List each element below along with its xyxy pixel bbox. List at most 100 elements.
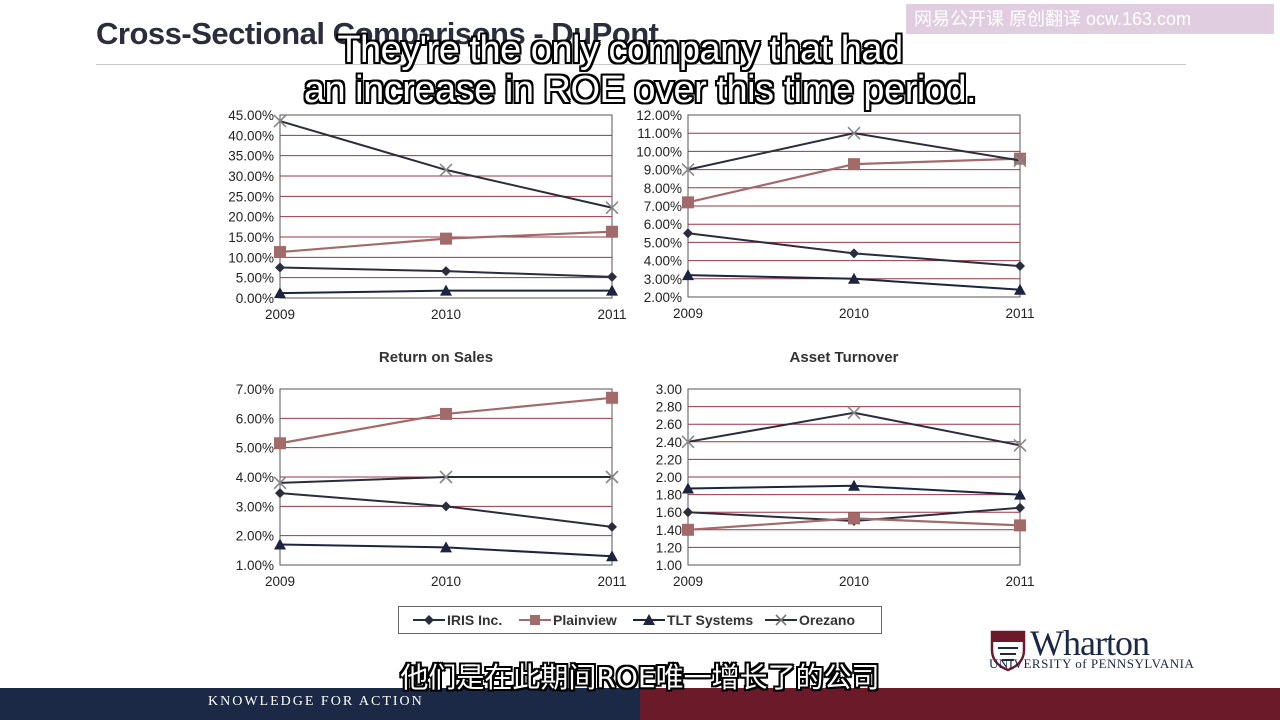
chart-1-xtick-label: 2011 bbox=[597, 307, 626, 322]
chart-1-xtick-label: 2009 bbox=[265, 307, 295, 322]
chart-2-ytick-label: 9.00% bbox=[644, 163, 682, 178]
chart-2-point-orezano-2010 bbox=[847, 126, 861, 140]
chart-1-point-orezano-2011 bbox=[605, 201, 619, 215]
chart-4-ytick-label: 1.00 bbox=[656, 558, 682, 573]
chart-1-ytick-label: 0.00% bbox=[236, 291, 274, 306]
chart-3-point-plainview-2009 bbox=[274, 437, 286, 450]
chart-4-point-orezano-2010 bbox=[847, 406, 861, 420]
chart-2-ytick-label: 11.00% bbox=[637, 126, 682, 141]
chart-2-xtick-label: 2009 bbox=[673, 306, 703, 321]
chart-1-point-plainview-2011 bbox=[606, 225, 618, 238]
chart-1-ytick-label: 25.00% bbox=[228, 189, 274, 204]
chart-1-ytick-label: 35.00% bbox=[228, 149, 274, 164]
chart-1-ytick-label: 20.00% bbox=[228, 210, 274, 225]
chart-4-point-iris-inc-2009 bbox=[683, 507, 693, 518]
chart-2-ytick-label: 5.00% bbox=[644, 235, 682, 250]
chart-4-point-tlt-systems-2010 bbox=[848, 479, 860, 491]
chart-3-ytick-label: 6.00% bbox=[236, 411, 274, 426]
chart-2-point-plainview-2009 bbox=[682, 196, 694, 209]
chart-4-ytick-label: 2.60 bbox=[656, 417, 682, 432]
chart-4-xtick-label: 2011 bbox=[1005, 574, 1034, 589]
chart-3-point-tlt-systems-2011 bbox=[606, 550, 618, 562]
chart-1-point-tlt-systems-2010 bbox=[440, 284, 452, 296]
chart-4-ytick-label: 2.00 bbox=[656, 470, 682, 485]
chart-1-plot-frame bbox=[279, 114, 613, 299]
subtitle-chinese: 他们是在此期间ROE唯一增长了的公司 bbox=[400, 661, 880, 694]
chart-3-point-plainview-2010 bbox=[440, 407, 452, 420]
chart-2-point-tlt-systems-2009 bbox=[682, 269, 694, 281]
wharton-logo-subtext: UNIVERSITY of PENNSYLVANIA bbox=[989, 656, 1195, 671]
chart-2-point-tlt-systems-2010 bbox=[848, 272, 860, 284]
penn-shield-icon bbox=[990, 630, 1026, 672]
footer-right-band bbox=[640, 688, 1280, 720]
chart-2-point-iris-inc-2009 bbox=[683, 228, 693, 239]
chart-1-point-plainview-2009 bbox=[274, 246, 286, 259]
chart-2-ytick-label: 7.00% bbox=[644, 199, 682, 214]
subtitle-english-line-2: an increase in ROE over this time period… bbox=[303, 69, 977, 111]
chart-3-point-plainview-2011 bbox=[606, 391, 618, 404]
chart-1-point-plainview-2010 bbox=[440, 232, 452, 245]
chart-1-ytick-label: 40.00% bbox=[228, 128, 274, 143]
chart-1-point-iris-inc-2011 bbox=[607, 271, 617, 282]
chart-3-ytick-label: 4.00% bbox=[236, 470, 274, 485]
chart-3-point-iris-inc-2009 bbox=[275, 488, 285, 499]
chart-2-ytick-label: 2.00% bbox=[644, 290, 682, 305]
chart-2-point-iris-inc-2010 bbox=[849, 248, 859, 259]
chart-4-point-plainview-2009 bbox=[682, 523, 694, 536]
chart-2-ytick-label: 3.00% bbox=[644, 272, 682, 287]
chart-4-ytick-label: 1.20 bbox=[656, 540, 682, 555]
chart-3-point-orezano-2010 bbox=[439, 470, 453, 484]
chart-2-point-iris-inc-2011 bbox=[1015, 261, 1025, 272]
chart-3-ytick-label: 1.00% bbox=[236, 558, 274, 573]
chart-4-ytick-label: 1.40 bbox=[656, 523, 682, 538]
chart-3-xtick-label: 2009 bbox=[265, 574, 295, 589]
chart-1-point-iris-inc-2009 bbox=[275, 262, 285, 273]
chart-4-point-orezano-2009 bbox=[681, 435, 695, 449]
chart-2-ytick-label: 4.00% bbox=[644, 254, 682, 269]
footer-tagline: KNOWLEDGE FOR ACTION bbox=[208, 694, 424, 709]
chart-2-ytick-label: 10.00% bbox=[636, 144, 682, 159]
chart-4-point-plainview-2010 bbox=[848, 512, 860, 525]
chart-1-point-tlt-systems-2011 bbox=[606, 284, 618, 296]
chart-3-point-iris-inc-2011 bbox=[607, 521, 617, 532]
legend-item-orezano: Orezano bbox=[763, 611, 873, 629]
chart-1-xtick-label: 2010 bbox=[431, 307, 461, 322]
chart-2-xtick-label: 2011 bbox=[1005, 306, 1034, 321]
chart-3-line-plainview bbox=[279, 396, 613, 445]
chart-3-point-orezano-2009 bbox=[273, 476, 287, 490]
chart-1-ytick-label: 45.00% bbox=[228, 108, 274, 123]
chart-4-xtick-label: 2009 bbox=[673, 574, 703, 589]
chart-3-point-tlt-systems-2010 bbox=[440, 541, 452, 553]
chart-2-ytick-label: 12.00% bbox=[636, 108, 682, 123]
chart-3-title: Return on Sales bbox=[379, 349, 493, 366]
legend-item-plainview: Plainview bbox=[517, 611, 627, 629]
chart-legend: IRIS Inc. Plainview TLT Systems Orezano bbox=[398, 606, 882, 634]
chart-4-title: Asset Turnover bbox=[790, 349, 899, 366]
chart-2-point-orezano-2009 bbox=[681, 163, 695, 177]
chart-4-point-iris-inc-2011 bbox=[1015, 502, 1025, 513]
chart-3-ytick-label: 5.00% bbox=[236, 441, 274, 456]
chart-3-ytick-label: 3.00% bbox=[236, 499, 274, 514]
chart-4-point-tlt-systems-2011 bbox=[1014, 488, 1026, 500]
legend-item-iris: IRIS Inc. bbox=[411, 611, 511, 629]
chart-2-ytick-label: 6.00% bbox=[644, 217, 682, 232]
chart-4-line-orezano bbox=[687, 411, 1021, 447]
chart-1-point-iris-inc-2010 bbox=[441, 266, 451, 277]
chart-1-ytick-label: 5.00% bbox=[236, 271, 274, 286]
subtitle-english-line-1: They're the only company that had bbox=[337, 29, 903, 71]
chart-4-ytick-label: 2.40 bbox=[656, 435, 682, 450]
chart-2-ytick-label: 8.00% bbox=[644, 181, 682, 196]
legend-item-tlt: TLT Systems bbox=[631, 611, 761, 629]
chart-2-xtick-label: 2010 bbox=[839, 306, 869, 321]
chart-1-ytick-label: 15.00% bbox=[228, 230, 274, 245]
chart-4-point-orezano-2011 bbox=[1013, 438, 1027, 452]
chart-4-ytick-label: 2.80 bbox=[656, 400, 682, 415]
footer-left-band bbox=[0, 688, 640, 720]
chart-3-xtick-label: 2011 bbox=[597, 574, 626, 589]
chart-3-ytick-label: 2.00% bbox=[236, 529, 274, 544]
chart-1-ytick-label: 30.00% bbox=[228, 169, 274, 184]
chart-4-point-plainview-2011 bbox=[1014, 519, 1026, 532]
chart-3-xtick-label: 2010 bbox=[431, 574, 461, 589]
chart-2-point-plainview-2010 bbox=[848, 158, 860, 171]
chart-2-point-plainview-2011 bbox=[1014, 152, 1026, 165]
